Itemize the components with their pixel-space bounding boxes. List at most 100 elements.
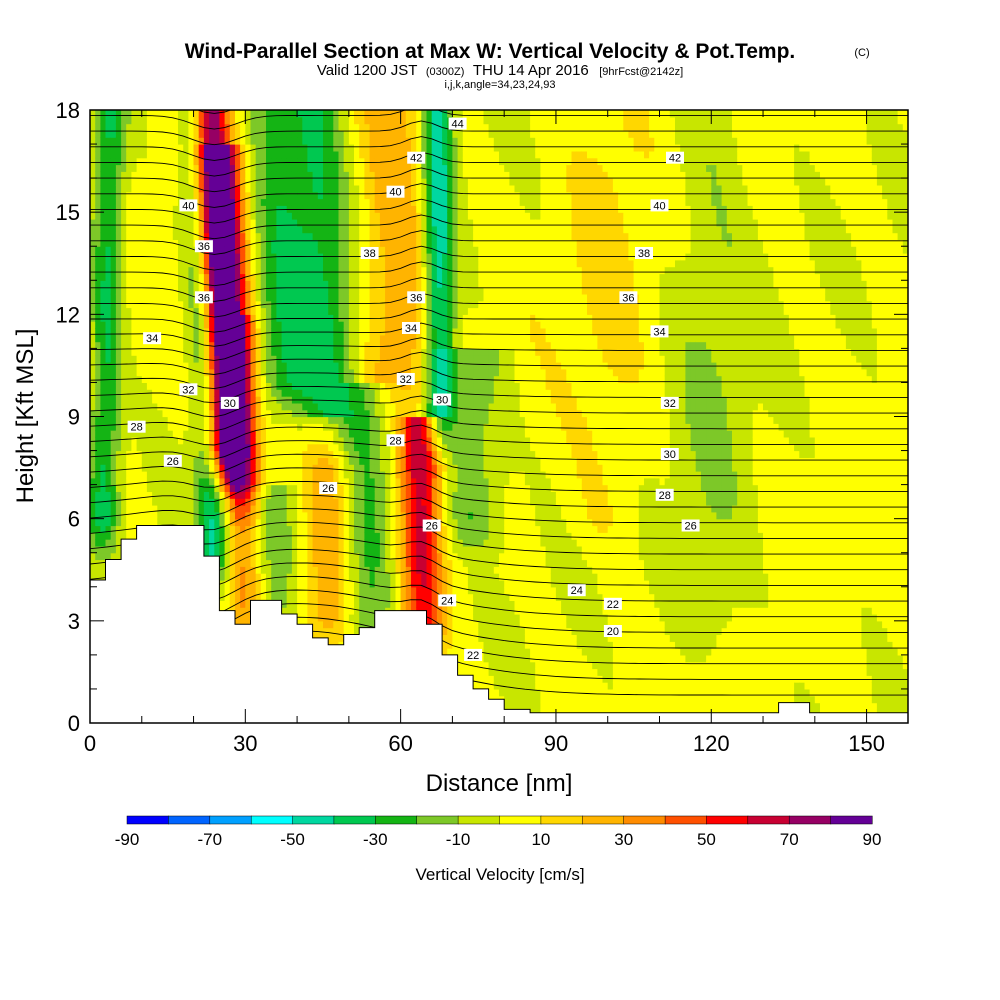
heatmap-cell (141, 457, 148, 465)
heatmap-cell (286, 293, 293, 302)
heatmap-cell (245, 552, 252, 561)
heatmap-cell (343, 300, 350, 309)
heatmap-cell (317, 300, 324, 309)
heatmap-cell (333, 532, 340, 540)
heatmap-cell (312, 593, 319, 601)
heatmap-cell (100, 287, 107, 295)
heatmap-cell (95, 328, 101, 336)
heatmap-cell (100, 430, 107, 438)
heatmap-cell (312, 178, 319, 186)
heatmap-cell (141, 443, 148, 452)
heatmap-cell (266, 375, 272, 383)
heatmap-cell (354, 457, 360, 465)
heatmap-cell (307, 110, 314, 118)
heatmap-cell (328, 355, 334, 363)
heatmap-cell (307, 443, 314, 452)
heatmap-cell (276, 348, 283, 356)
heatmap-cell (157, 409, 164, 418)
heatmap-cell (162, 178, 169, 186)
heatmap-cell (95, 375, 101, 383)
heatmap-cell (333, 341, 340, 349)
heatmap-cell (255, 266, 262, 275)
heatmap-cell (271, 580, 277, 588)
heatmap-cell (302, 375, 309, 383)
heatmap-cell (328, 627, 334, 635)
heatmap-cell (359, 293, 365, 302)
heatmap-cell (183, 477, 189, 486)
heatmap-cell (224, 505, 231, 513)
heatmap-cell (209, 532, 215, 540)
heatmap-cell (317, 123, 324, 131)
heatmap-cell (105, 382, 112, 390)
heatmap-cell (328, 396, 334, 404)
heatmap-cell (245, 355, 252, 363)
heatmap-cell (271, 518, 277, 527)
heatmap-cell (152, 402, 158, 411)
heatmap-cell (198, 362, 205, 370)
heatmap-cell (297, 219, 303, 227)
heatmap-cell (348, 436, 355, 445)
heatmap-cell (333, 423, 340, 431)
heatmap-cell (115, 505, 122, 513)
heatmap-cell (235, 328, 241, 336)
heatmap-cell (281, 593, 288, 601)
heatmap-cell (302, 498, 309, 506)
heatmap-cell (183, 293, 189, 302)
heatmap-cell (245, 239, 252, 247)
heatmap-cell (260, 409, 267, 418)
heatmap-cell (250, 157, 257, 166)
heatmap-cell (157, 362, 164, 370)
heatmap-cell (188, 116, 195, 125)
heatmap-cell (364, 450, 371, 458)
heatmap-cell (167, 321, 174, 329)
heatmap-cell (240, 273, 246, 281)
heatmap-cell (369, 239, 376, 247)
heatmap-cell (183, 362, 189, 370)
heatmap-cell (354, 314, 360, 322)
heatmap-cell (354, 191, 360, 200)
heatmap-cell (317, 212, 324, 220)
heatmap-cell (317, 362, 324, 370)
heatmap-cell (250, 300, 257, 309)
heatmap-cell (136, 293, 143, 302)
heatmap-cell (281, 150, 288, 159)
heatmap-cell (136, 225, 143, 234)
heatmap-cell (90, 307, 96, 315)
heatmap-cell (235, 423, 241, 431)
heatmap-cell (203, 110, 210, 118)
heatmap-cell (141, 110, 148, 118)
heatmap-cell (323, 368, 329, 377)
heatmap-cell (126, 334, 132, 343)
heatmap-cell (214, 518, 221, 527)
heatmap-cell (317, 225, 324, 234)
heatmap-cell (141, 246, 148, 254)
heatmap-cell (276, 130, 283, 138)
heatmap-cell (276, 566, 283, 574)
heatmap-cell (255, 341, 262, 349)
heatmap-cell (136, 232, 143, 240)
heatmap-cell (172, 402, 179, 411)
heatmap-cell (297, 239, 303, 247)
heatmap-cell (317, 137, 324, 145)
heatmap-cell (369, 573, 376, 581)
heatmap-cell (214, 443, 221, 452)
copyright-mark: (C) (854, 47, 869, 59)
heatmap-cell (317, 130, 324, 138)
heatmap-cell (162, 511, 169, 520)
heatmap-cell (297, 416, 303, 424)
heatmap-cell (271, 566, 277, 574)
heatmap-cell (307, 259, 314, 268)
heatmap-cell (307, 164, 314, 172)
heatmap-cell (157, 498, 164, 506)
heatmap-cell (312, 552, 319, 561)
heatmap-cell (317, 273, 324, 281)
heatmap-cell (307, 184, 314, 193)
heatmap-cell (100, 280, 107, 288)
heatmap-cell (178, 157, 184, 166)
heatmap-cell (271, 293, 277, 302)
heatmap-cell (260, 212, 267, 220)
heatmap-cell (260, 164, 267, 172)
heatmap-cell (328, 634, 334, 642)
heatmap-cell (291, 593, 298, 601)
heatmap-cell (105, 232, 112, 240)
